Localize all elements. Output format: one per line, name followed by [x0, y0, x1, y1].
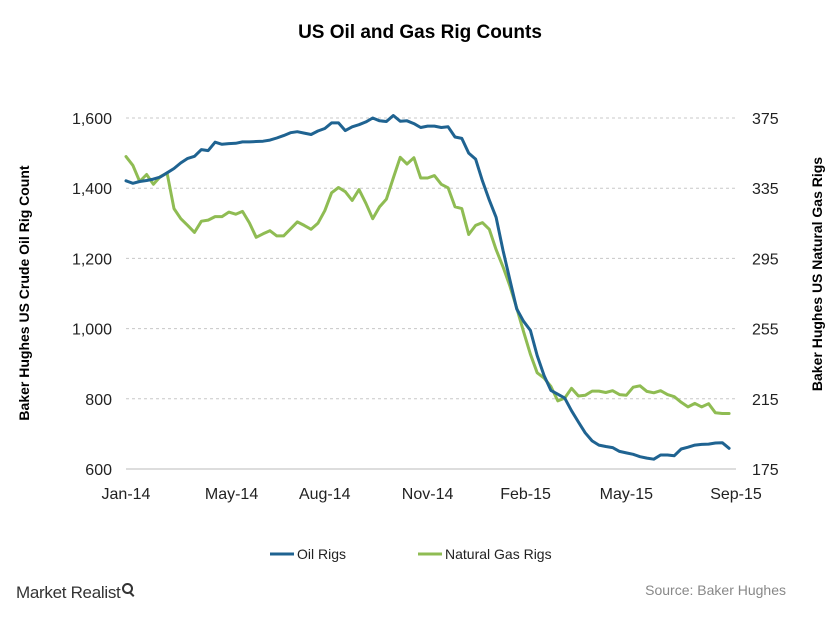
- legend-label: Oil Rigs: [297, 546, 346, 562]
- x-tick-label: Nov-14: [402, 486, 454, 503]
- magnifier-icon: [122, 583, 134, 595]
- x-tick-label: Feb-15: [500, 486, 551, 503]
- left-axis-title: Baker Hughes US Crude Oil Rig Count: [16, 165, 32, 420]
- x-tick-label: Aug-14: [299, 486, 351, 503]
- x-tick-label: May-14: [205, 486, 258, 503]
- source-note: Source: Baker Hughes: [645, 582, 786, 598]
- grid-lines: [126, 117, 736, 470]
- right-axis-title: Baker Hughes US Natural Gas Rigs: [809, 157, 825, 391]
- x-tick-label: Jan-14: [102, 486, 151, 503]
- right-axis-ticks: 375 335 295 255 215 175: [752, 111, 779, 479]
- brand-logo: Market Realist: [16, 583, 134, 603]
- left-tick-label: 1,000: [72, 322, 112, 339]
- legend-label: Natural Gas Rigs: [445, 546, 552, 562]
- right-tick-label: 255: [752, 322, 779, 339]
- series-line-natural-gas-rigs: [124, 155, 731, 415]
- left-tick-label: 1,200: [72, 251, 112, 268]
- x-axis-ticks: Jan-14 May-14 Aug-14 Nov-14 Feb-15 May-15 Sep-…: [102, 486, 762, 503]
- chart-title: US Oil and Gas Rig Counts: [298, 22, 542, 43]
- right-tick-label: 295: [752, 251, 779, 268]
- right-tick-label: 215: [752, 392, 779, 409]
- x-tick-label: Sep-15: [710, 486, 762, 503]
- right-tick-label: 335: [752, 181, 779, 198]
- brand-name: Market Realist: [16, 583, 121, 602]
- chart-legend: Oil Rigs Natural Gas Rigs: [270, 546, 552, 562]
- left-tick-label: 1,400: [72, 181, 112, 198]
- left-axis-ticks: 1,600 1,400 1,200 1,000 800 600: [72, 111, 112, 479]
- right-tick-label: 375: [752, 111, 779, 128]
- left-tick-label: 800: [85, 392, 112, 409]
- series-lines: [124, 114, 731, 461]
- series-line-oil-rigs: [124, 114, 731, 461]
- right-tick-label: 175: [752, 462, 779, 479]
- left-tick-label: 1,600: [72, 111, 112, 128]
- x-tick-label: May-15: [600, 486, 653, 503]
- left-tick-label: 600: [85, 462, 112, 479]
